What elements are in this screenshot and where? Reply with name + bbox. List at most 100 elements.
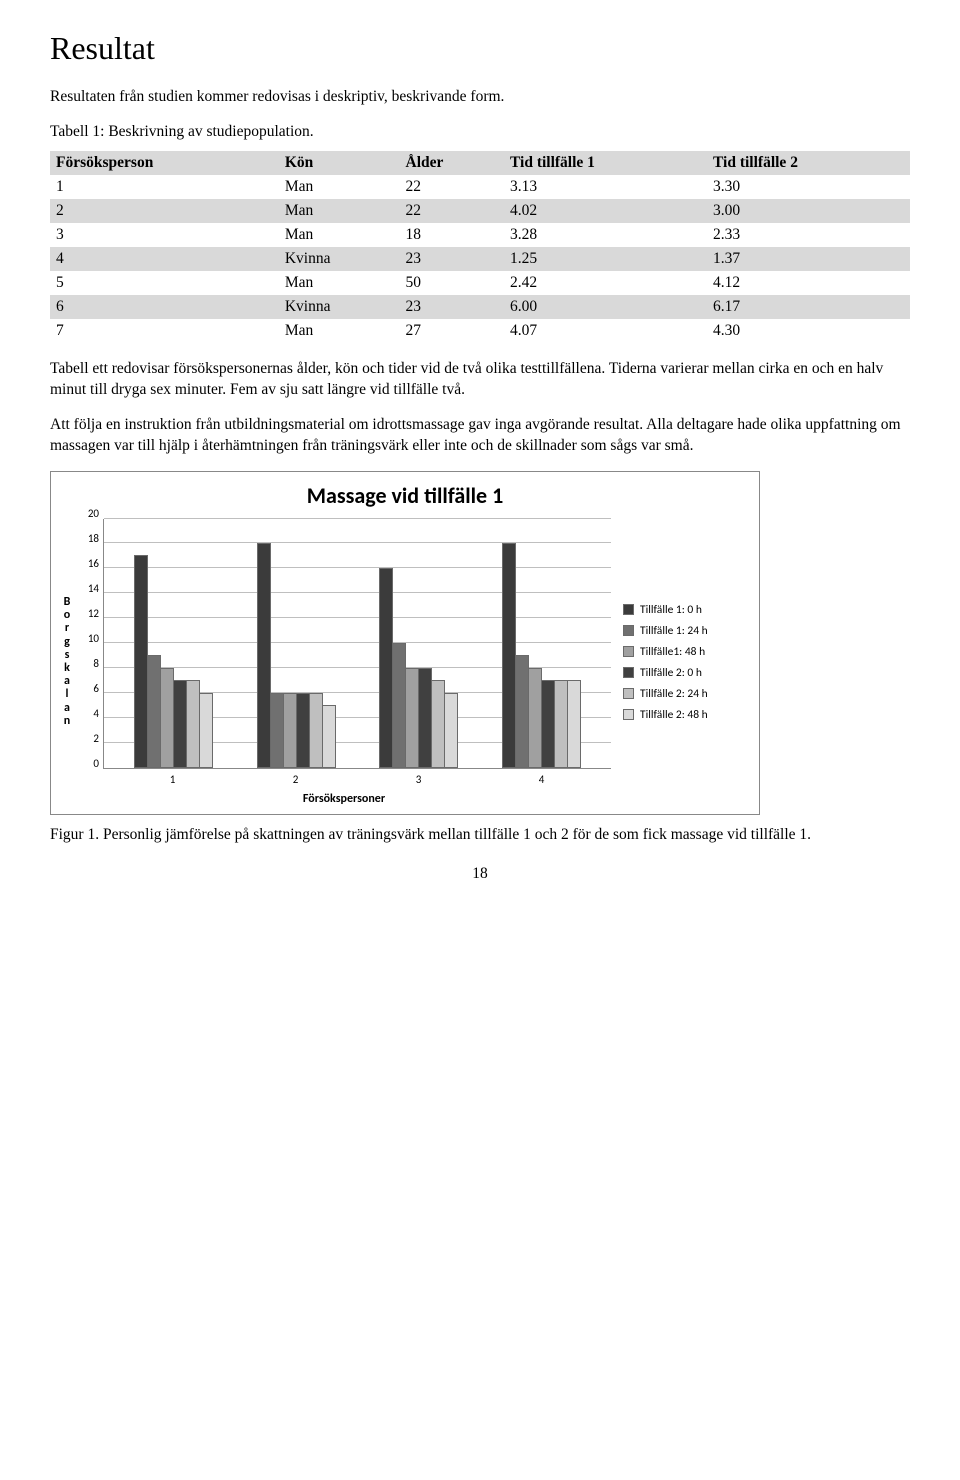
paragraph-2: Att följa en instruktion från utbildning… xyxy=(50,415,910,457)
chart-bar xyxy=(173,680,187,768)
chart-bar xyxy=(270,693,284,768)
table-cell: 2.33 xyxy=(707,223,910,247)
chart-legend: Tillfälle 1: 0 h Tillfälle 1: 24 h Tillfäl… xyxy=(611,519,751,806)
figure1-caption: Figur 1. Personlig jämförelse på skattni… xyxy=(50,825,910,846)
chart-bar-group xyxy=(379,568,458,768)
legend-swatch xyxy=(623,604,634,615)
chart-container: Massage vid tillfälle 1 Borgskalan 20181… xyxy=(50,471,760,815)
legend-item: Tillfälle 2: 24 h xyxy=(623,687,751,701)
table-cell: 3.00 xyxy=(707,199,910,223)
chart-bar xyxy=(160,668,174,768)
legend-item: Tillfälle 1: 0 h xyxy=(623,603,751,617)
table-cell: 6 xyxy=(50,295,279,319)
table-cell: 23 xyxy=(400,295,504,319)
legend-swatch xyxy=(623,625,634,636)
chart-bar xyxy=(199,693,213,768)
table-row: 5Man502.424.12 xyxy=(50,271,910,295)
table1: Försöksperson Kön Ålder Tid tillfälle 1 … xyxy=(50,151,910,343)
table-cell: Man xyxy=(279,319,400,343)
chart-bar xyxy=(147,655,161,768)
paragraph-1: Tabell ett redovisar försökspersonernas … xyxy=(50,359,910,401)
table1-col-3: Tid tillfälle 1 xyxy=(504,151,707,175)
table-row: 1Man223.133.30 xyxy=(50,175,910,199)
chart-bar-group xyxy=(257,543,336,768)
table1-col-0: Försöksperson xyxy=(50,151,279,175)
legend-label: Tillfälle 1: 24 h xyxy=(640,624,708,638)
table-row: 3Man183.282.33 xyxy=(50,223,910,247)
legend-item: Tillfälle 2: 0 h xyxy=(623,666,751,680)
chart-bar xyxy=(554,680,568,768)
table-cell: 23 xyxy=(400,247,504,271)
chart-bar xyxy=(431,680,445,768)
table1-header-row: Försöksperson Kön Ålder Tid tillfälle 1 … xyxy=(50,151,910,175)
table-row: 7Man274.074.30 xyxy=(50,319,910,343)
legend-item: Tillfälle 1: 24 h xyxy=(623,624,751,638)
chart-bar xyxy=(418,668,432,768)
table-cell: 3.30 xyxy=(707,175,910,199)
chart-bar xyxy=(528,668,542,768)
chart-bar xyxy=(541,680,555,768)
chart-xtick: 2 xyxy=(293,773,299,786)
table-cell: 4.30 xyxy=(707,319,910,343)
chart-bar xyxy=(515,655,529,768)
legend-item: Tillfälle1: 48 h xyxy=(623,645,751,659)
table-row: 4Kvinna231.251.37 xyxy=(50,247,910,271)
table-cell: 50 xyxy=(400,271,504,295)
table-cell: 2 xyxy=(50,199,279,223)
chart-plot xyxy=(103,519,611,769)
table1-col-1: Kön xyxy=(279,151,400,175)
table-cell: Man xyxy=(279,199,400,223)
chart-bar-group xyxy=(134,555,213,768)
table-cell: 27 xyxy=(400,319,504,343)
intro-paragraph: Resultaten från studien kommer redovisas… xyxy=(50,87,910,108)
chart-yticks: 20181614121086420 xyxy=(77,519,103,769)
table-cell: 22 xyxy=(400,175,504,199)
legend-swatch xyxy=(623,667,634,678)
legend-swatch xyxy=(623,688,634,699)
table-cell: 6.17 xyxy=(707,295,910,319)
chart-bar xyxy=(134,555,148,768)
legend-label: Tillfälle 2: 24 h xyxy=(640,687,708,701)
legend-label: Tillfälle 2: 0 h xyxy=(640,666,702,680)
chart-xlabel: Försökspersoner xyxy=(77,792,611,806)
chart-bar xyxy=(296,693,310,768)
legend-label: Tillfälle 1: 0 h xyxy=(640,603,702,617)
table-cell: 1.25 xyxy=(504,247,707,271)
chart-bar xyxy=(502,543,516,768)
table-cell: 3 xyxy=(50,223,279,247)
chart-bar xyxy=(322,705,336,768)
table-cell: Kvinna xyxy=(279,247,400,271)
legend-label: Tillfälle1: 48 h xyxy=(640,645,705,659)
table-cell: 4.02 xyxy=(504,199,707,223)
legend-item: Tillfälle 2: 48 h xyxy=(623,708,751,722)
table-cell: 7 xyxy=(50,319,279,343)
table-cell: 5 xyxy=(50,271,279,295)
chart-bar xyxy=(392,643,406,768)
chart-xtick: 1 xyxy=(170,773,176,786)
chart-bar-groups xyxy=(104,519,611,768)
table-cell: 3.13 xyxy=(504,175,707,199)
table-row: 2Man224.023.00 xyxy=(50,199,910,223)
table-cell: 22 xyxy=(400,199,504,223)
table-cell: Man xyxy=(279,175,400,199)
table-cell: 18 xyxy=(400,223,504,247)
chart-xtick: 3 xyxy=(416,773,422,786)
chart-bar xyxy=(186,680,200,768)
chart-bar xyxy=(309,693,323,768)
table-cell: Man xyxy=(279,271,400,295)
table-cell: 4.12 xyxy=(707,271,910,295)
table-cell: 3.28 xyxy=(504,223,707,247)
table-cell: 4.07 xyxy=(504,319,707,343)
chart-bar-group xyxy=(502,543,581,768)
chart-xtick: 4 xyxy=(539,773,545,786)
chart-bar xyxy=(444,693,458,768)
legend-swatch xyxy=(623,709,634,720)
table-cell: 1 xyxy=(50,175,279,199)
table1-col-4: Tid tillfälle 2 xyxy=(707,151,910,175)
legend-label: Tillfälle 2: 48 h xyxy=(640,708,708,722)
table1-caption: Tabell 1: Beskrivning av studiepopulatio… xyxy=(50,122,910,143)
page-number: 18 xyxy=(50,865,910,883)
table-cell: 1.37 xyxy=(707,247,910,271)
chart-bar xyxy=(405,668,419,768)
chart-title: Massage vid tillfälle 1 xyxy=(59,482,751,509)
